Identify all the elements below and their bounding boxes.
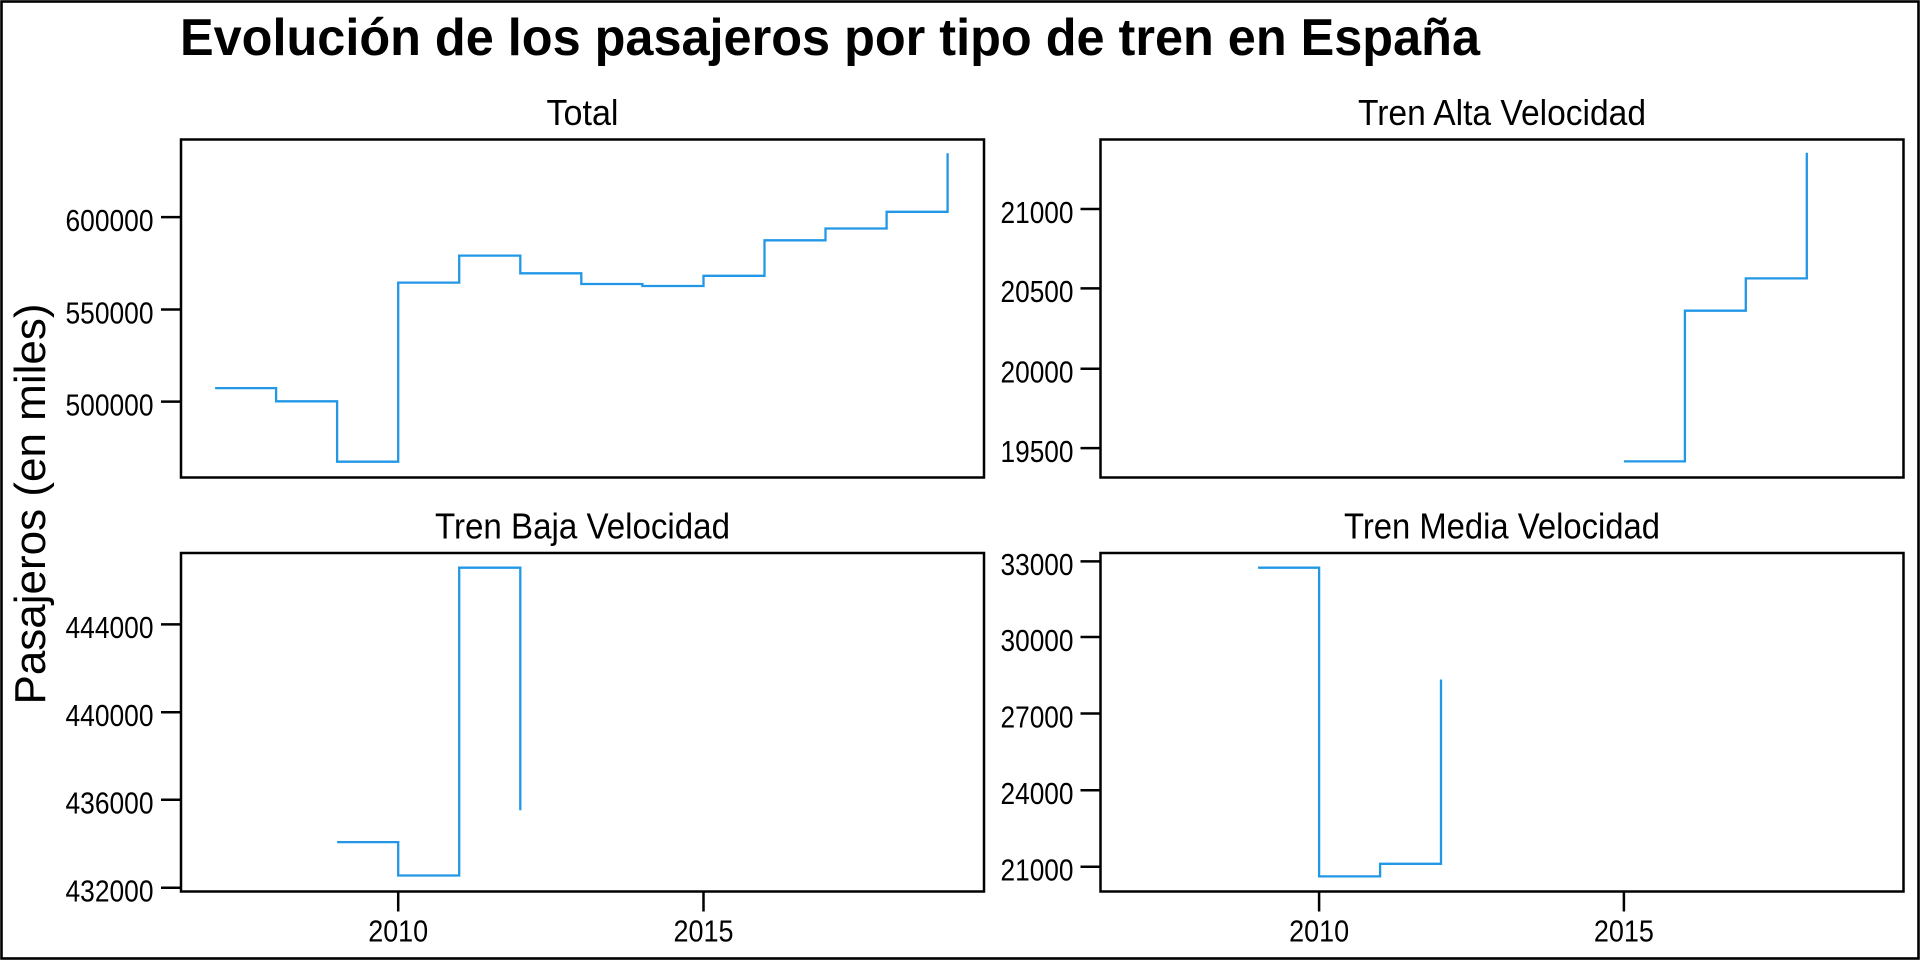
svg-text:21000: 21000 <box>1001 195 1074 230</box>
svg-text:2015: 2015 <box>1594 914 1654 949</box>
svg-text:550000: 550000 <box>66 295 154 330</box>
svg-text:Total: Total <box>547 92 619 133</box>
svg-text:24000: 24000 <box>1001 776 1074 811</box>
svg-text:436000: 436000 <box>66 786 154 821</box>
svg-text:Tren Alta Velocidad: Tren Alta Velocidad <box>1358 92 1646 133</box>
svg-text:440000: 440000 <box>66 698 154 733</box>
svg-text:600000: 600000 <box>66 203 154 238</box>
svg-text:20000: 20000 <box>1001 355 1074 390</box>
svg-text:Evolución de los pasajeros por: Evolución de los pasajeros por tipo de t… <box>180 9 1481 67</box>
svg-text:Tren Media Velocidad: Tren Media Velocidad <box>1344 506 1660 547</box>
svg-text:432000: 432000 <box>66 874 154 909</box>
svg-text:19500: 19500 <box>1001 434 1074 469</box>
svg-text:20500: 20500 <box>1001 274 1074 309</box>
svg-text:30000: 30000 <box>1001 623 1074 658</box>
svg-text:2015: 2015 <box>674 914 734 949</box>
svg-text:2010: 2010 <box>1289 914 1349 949</box>
svg-text:444000: 444000 <box>66 610 154 645</box>
svg-text:27000: 27000 <box>1001 699 1074 734</box>
svg-text:2010: 2010 <box>368 914 428 949</box>
svg-text:Pasajeros (en miles): Pasajeros (en miles) <box>6 303 55 704</box>
svg-text:33000: 33000 <box>1001 547 1074 582</box>
svg-text:Tren Baja Velocidad: Tren Baja Velocidad <box>435 506 730 547</box>
svg-text:500000: 500000 <box>66 387 154 422</box>
svg-text:21000: 21000 <box>1001 853 1074 888</box>
